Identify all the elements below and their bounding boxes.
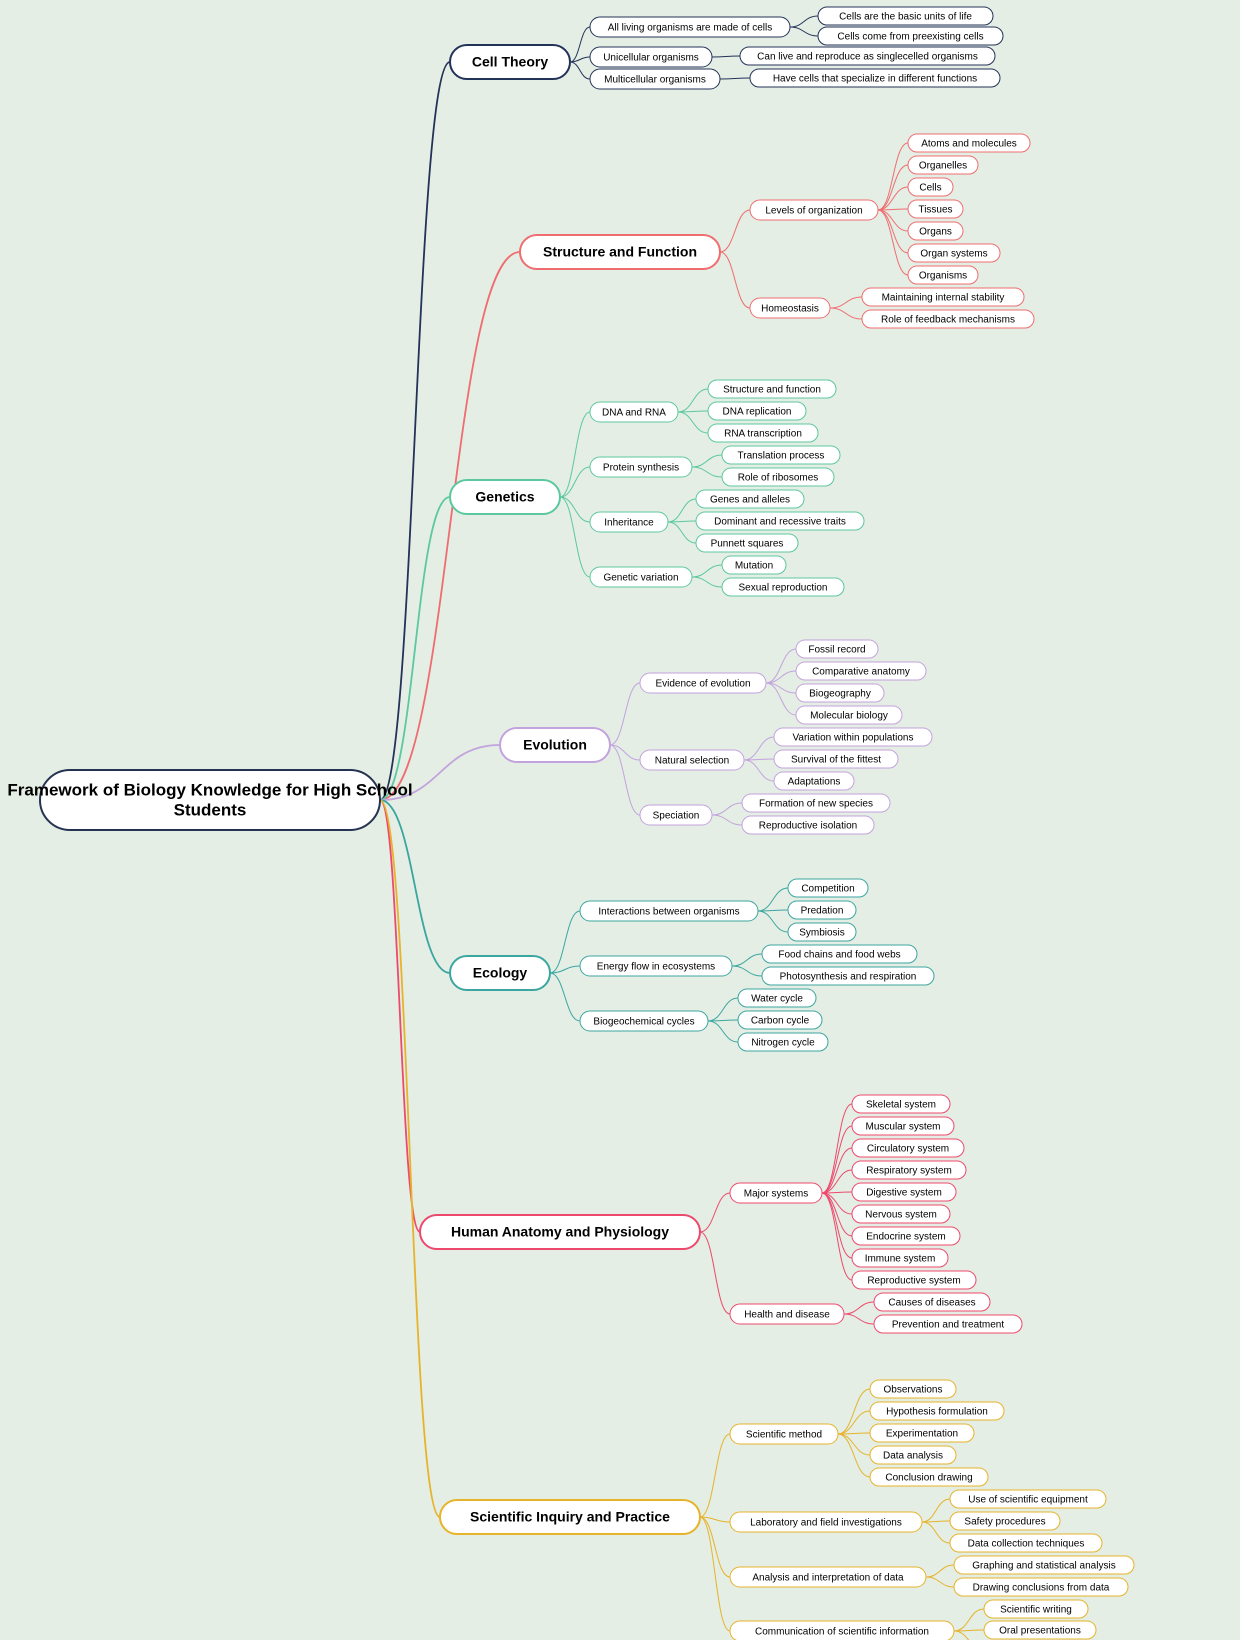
svg-text:Levels of organization: Levels of organization: [765, 206, 862, 217]
svg-text:Survival of the fittest: Survival of the fittest: [791, 755, 881, 766]
svg-text:Can live and reproduce as sing: Can live and reproduce as singlecelled o…: [757, 52, 978, 63]
svg-text:Laboratory and field investiga: Laboratory and field investigations: [750, 1518, 902, 1529]
svg-text:Cells come from preexisting ce: Cells come from preexisting cells: [837, 32, 983, 43]
svg-text:Biogeochemical cycles: Biogeochemical cycles: [593, 1017, 694, 1028]
svg-text:Skeletal system: Skeletal system: [866, 1100, 936, 1111]
svg-text:Communication of scientific in: Communication of scientific information: [755, 1627, 929, 1638]
svg-text:Reproductive isolation: Reproductive isolation: [759, 821, 857, 832]
svg-text:Molecular biology: Molecular biology: [810, 711, 888, 722]
svg-text:Speciation: Speciation: [653, 811, 700, 822]
svg-text:Cells: Cells: [919, 183, 941, 194]
svg-text:Competition: Competition: [801, 884, 854, 895]
svg-text:Adaptations: Adaptations: [788, 777, 841, 788]
svg-text:Use of scientific equipment: Use of scientific equipment: [968, 1495, 1088, 1506]
svg-text:Organ systems: Organ systems: [920, 249, 987, 260]
svg-text:Interactions between organisms: Interactions between organisms: [598, 907, 739, 918]
svg-text:Dominant and recessive traits: Dominant and recessive traits: [714, 517, 846, 528]
svg-text:Atoms and molecules: Atoms and molecules: [921, 139, 1017, 150]
svg-text:Homeostasis: Homeostasis: [761, 304, 819, 315]
svg-text:Drawing conclusions from data: Drawing conclusions from data: [973, 1583, 1110, 1594]
mindmap-canvas: Framework of Biology Knowledge for High …: [0, 0, 1240, 1640]
svg-text:Natural selection: Natural selection: [655, 756, 729, 767]
svg-text:Evolution: Evolution: [523, 737, 587, 753]
svg-text:Framework of Biology Knowledge: Framework of Biology Knowledge for High …: [7, 780, 412, 799]
svg-text:Carbon cycle: Carbon cycle: [751, 1016, 810, 1027]
svg-text:Conclusion drawing: Conclusion drawing: [885, 1473, 972, 1484]
svg-text:Circulatory system: Circulatory system: [867, 1144, 949, 1155]
svg-text:Reproductive system: Reproductive system: [867, 1276, 960, 1287]
svg-text:Food chains and food webs: Food chains and food webs: [778, 950, 900, 961]
svg-text:Scientific Inquiry and Practic: Scientific Inquiry and Practice: [470, 1509, 670, 1525]
svg-text:Sexual reproduction: Sexual reproduction: [739, 583, 828, 594]
svg-text:Causes of diseases: Causes of diseases: [888, 1298, 975, 1309]
svg-text:Cell Theory: Cell Theory: [472, 54, 548, 70]
svg-text:Role of feedback mechanisms: Role of feedback mechanisms: [881, 315, 1015, 326]
svg-text:Comparative anatomy: Comparative anatomy: [812, 667, 910, 678]
svg-text:All living organisms are made: All living organisms are made of cells: [608, 23, 773, 34]
svg-text:Data collection techniques: Data collection techniques: [968, 1539, 1085, 1550]
svg-text:DNA replication: DNA replication: [723, 407, 792, 418]
svg-text:Water cycle: Water cycle: [751, 994, 803, 1005]
svg-text:Respiratory system: Respiratory system: [866, 1166, 952, 1177]
svg-text:Tissues: Tissues: [918, 205, 952, 216]
svg-text:Organs: Organs: [919, 227, 952, 238]
svg-text:Structure and function: Structure and function: [723, 385, 821, 396]
svg-text:Scientific writing: Scientific writing: [1000, 1605, 1072, 1616]
svg-text:Scientific method: Scientific method: [746, 1430, 822, 1441]
svg-text:Observations: Observations: [884, 1385, 943, 1396]
svg-text:RNA transcription: RNA transcription: [724, 429, 802, 440]
svg-text:Evidence of evolution: Evidence of evolution: [655, 679, 750, 690]
svg-text:Nitrogen cycle: Nitrogen cycle: [751, 1038, 815, 1049]
svg-text:Safety procedures: Safety procedures: [964, 1517, 1045, 1528]
svg-text:Genetic variation: Genetic variation: [603, 573, 678, 584]
svg-text:Muscular system: Muscular system: [865, 1122, 940, 1133]
svg-text:Inheritance: Inheritance: [604, 518, 654, 529]
svg-text:Ecology: Ecology: [473, 965, 528, 981]
svg-text:Health and disease: Health and disease: [744, 1310, 830, 1321]
svg-text:Cells are the basic units of l: Cells are the basic units of life: [839, 12, 972, 23]
svg-text:Variation within populations: Variation within populations: [792, 733, 913, 744]
svg-text:Graphing and statistical analy: Graphing and statistical analysis: [972, 1561, 1115, 1572]
svg-text:Maintaining internal stability: Maintaining internal stability: [882, 293, 1005, 304]
svg-text:Translation process: Translation process: [738, 451, 825, 462]
svg-text:Symbiosis: Symbiosis: [799, 928, 845, 939]
svg-text:Oral presentations: Oral presentations: [999, 1626, 1081, 1637]
svg-text:Genes and alleles: Genes and alleles: [710, 495, 790, 506]
svg-text:Photosynthesis and respiration: Photosynthesis and respiration: [780, 972, 917, 983]
svg-text:Organisms: Organisms: [919, 271, 967, 282]
svg-text:Have cells that specialize in: Have cells that specialize in different …: [773, 74, 977, 85]
svg-text:Punnett squares: Punnett squares: [711, 539, 784, 550]
svg-text:Formation of new species: Formation of new species: [759, 799, 873, 810]
svg-text:Digestive system: Digestive system: [866, 1188, 942, 1199]
svg-text:Organelles: Organelles: [919, 161, 967, 172]
svg-text:Experimentation: Experimentation: [886, 1429, 958, 1440]
svg-text:Mutation: Mutation: [735, 561, 773, 572]
svg-text:Data analysis: Data analysis: [883, 1451, 943, 1462]
svg-text:Genetics: Genetics: [475, 489, 534, 505]
svg-text:Protein synthesis: Protein synthesis: [603, 463, 679, 474]
svg-text:Predation: Predation: [801, 906, 844, 917]
svg-text:Multicellular organisms: Multicellular organisms: [604, 75, 706, 86]
svg-text:Major systems: Major systems: [744, 1189, 808, 1200]
svg-text:Nervous system: Nervous system: [865, 1210, 937, 1221]
svg-text:Fossil record: Fossil record: [808, 645, 865, 656]
svg-text:Prevention and treatment: Prevention and treatment: [892, 1320, 1005, 1331]
svg-text:Energy flow in ecosystems: Energy flow in ecosystems: [597, 962, 715, 973]
svg-text:DNA and RNA: DNA and RNA: [602, 408, 666, 419]
svg-text:Role of ribosomes: Role of ribosomes: [738, 473, 819, 484]
svg-text:Analysis and interpretation of: Analysis and interpretation of data: [752, 1573, 904, 1584]
svg-text:Unicellular organisms: Unicellular organisms: [603, 53, 699, 64]
svg-text:Students: Students: [174, 800, 247, 819]
svg-text:Immune system: Immune system: [865, 1254, 936, 1265]
svg-text:Human Anatomy and Physiology: Human Anatomy and Physiology: [451, 1224, 669, 1240]
svg-text:Endocrine system: Endocrine system: [866, 1232, 945, 1243]
svg-text:Hypothesis formulation: Hypothesis formulation: [886, 1407, 988, 1418]
svg-text:Structure and Function: Structure and Function: [543, 244, 697, 260]
svg-text:Biogeography: Biogeography: [809, 689, 871, 700]
